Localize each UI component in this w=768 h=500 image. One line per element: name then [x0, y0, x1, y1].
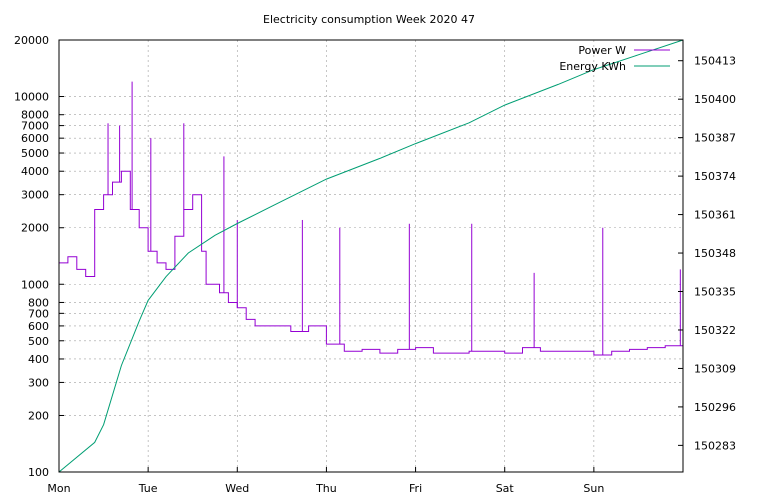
y-left-tick-label: 600 — [28, 320, 49, 333]
x-tick-label: Mon — [47, 482, 70, 495]
x-tick-label: Sun — [583, 482, 604, 495]
plot-area — [58, 39, 684, 473]
x-tick-label: Fri — [409, 482, 422, 495]
energy-series-line — [58, 39, 684, 473]
y-right-tick-label: 150400 — [694, 93, 736, 106]
y-right-tick-label: 150296 — [694, 401, 736, 414]
y-left-tick-label: 800 — [28, 296, 49, 309]
y-right-tick-label: 150322 — [694, 324, 736, 337]
y-left-tick-label: 20000 — [14, 34, 49, 47]
y-left-tick-label: 7000 — [21, 120, 49, 133]
chart-title: Electricity consumption Week 2020 47 — [263, 13, 475, 26]
y-left-tick-label: 400 — [28, 353, 49, 366]
y-left-tick-label: 1000 — [21, 278, 49, 291]
x-tick-label: Sat — [496, 482, 515, 495]
plot-frame — [58, 39, 684, 473]
y-right-tick-label: 150283 — [694, 439, 736, 452]
axis-ticks: Mon Tue Wed Thu Fri Sat Sun1002003004005006007… — [14, 34, 736, 495]
legend-label: Power W — [578, 44, 626, 57]
y-right-tick-label: 150374 — [694, 170, 736, 183]
legend: Power W Energy KWh — [559, 44, 670, 73]
y-right-tick-label: 150413 — [694, 55, 736, 68]
y-left-tick-label: 2000 — [21, 222, 49, 235]
y-right-tick-label: 150309 — [694, 362, 736, 375]
y-left-tick-label: 8000 — [21, 109, 49, 122]
y-left-tick-label: 3000 — [21, 189, 49, 202]
y-right-tick-label: 150361 — [694, 209, 736, 222]
grid — [59, 40, 683, 472]
y-left-tick-label: 5000 — [21, 147, 49, 160]
y-left-tick-label: 6000 — [21, 132, 49, 145]
y-left-tick-label: 10000 — [14, 91, 49, 104]
y-left-tick-label: 100 — [28, 466, 49, 479]
y-left-tick-label: 500 — [28, 335, 49, 348]
y-left-tick-label: 700 — [28, 307, 49, 320]
y-right-tick-label: 150387 — [694, 132, 736, 145]
y-right-tick-label: 150348 — [694, 247, 736, 260]
legend-label: Energy KWh — [559, 60, 626, 73]
x-tick-label: Thu — [315, 482, 337, 495]
x-tick-label: Tue — [138, 482, 158, 495]
y-left-tick-label: 200 — [28, 409, 49, 422]
y-left-tick-label: 4000 — [21, 165, 49, 178]
y-left-tick-label: 300 — [28, 376, 49, 389]
power-series-line — [59, 170, 684, 356]
x-tick-label: Wed — [225, 482, 249, 495]
y-right-tick-label: 150335 — [694, 286, 736, 299]
